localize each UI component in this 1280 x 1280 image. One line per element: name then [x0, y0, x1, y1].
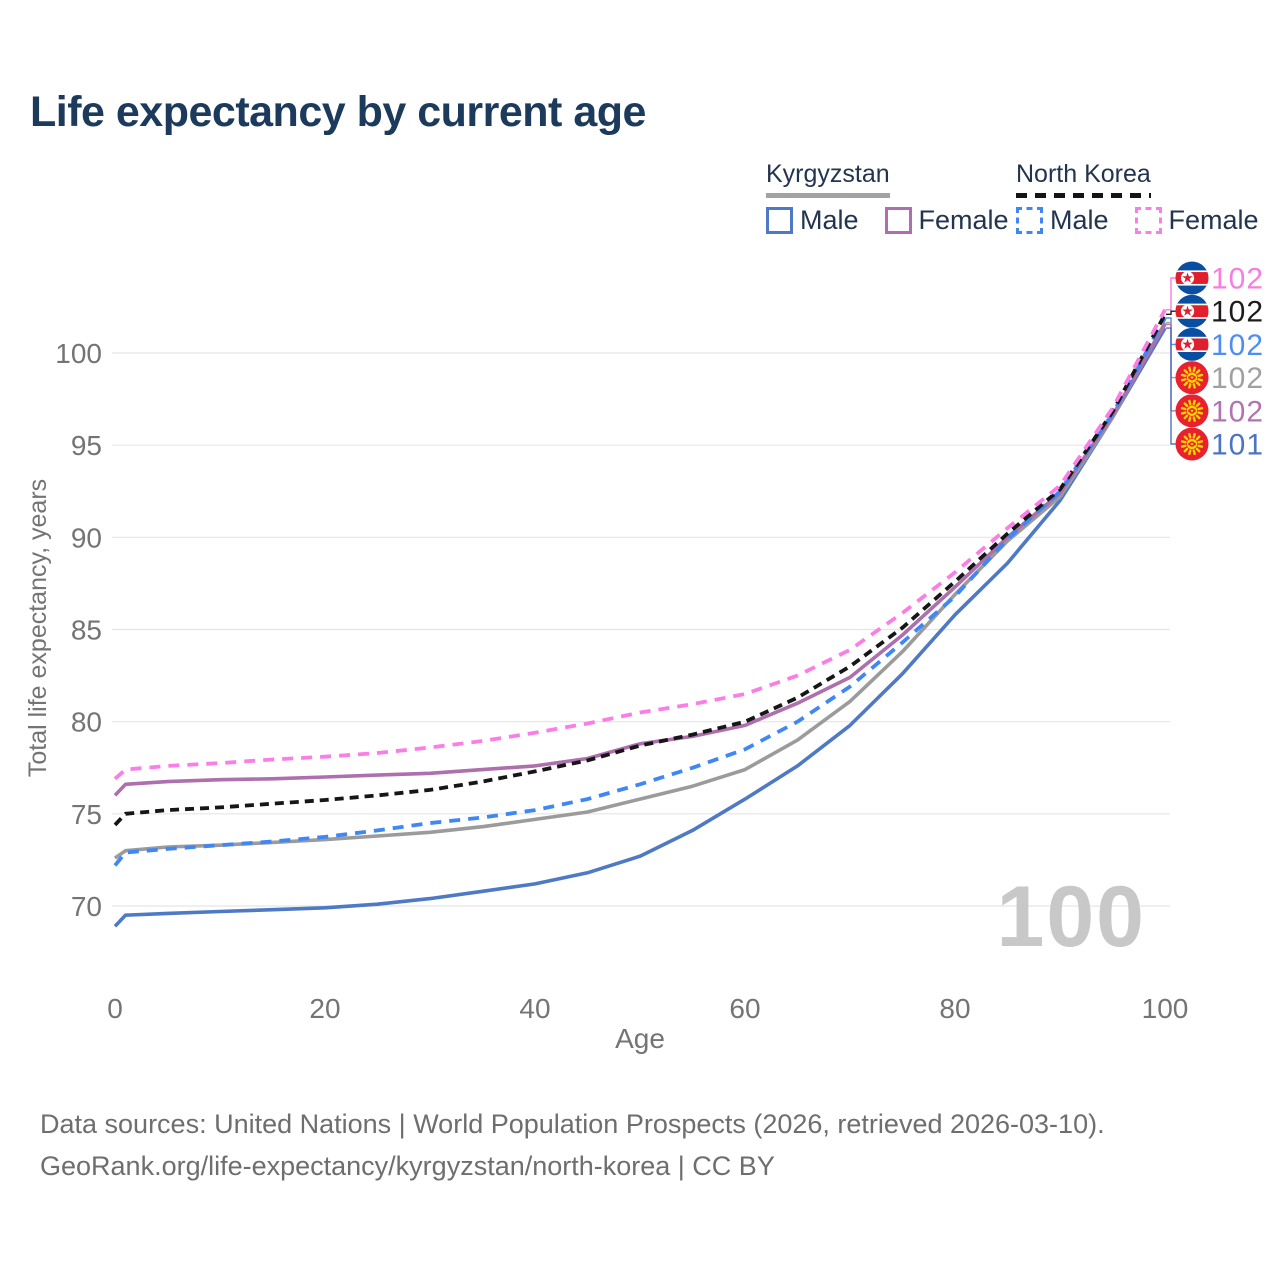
y-tick-label: 70: [71, 891, 102, 922]
legend-underline-kyrgyzstan: [766, 193, 890, 198]
legend-item-label: Male: [1050, 205, 1109, 235]
series-line-nk-male[interactable]: [113, 317, 1167, 867]
x-tick-label: 80: [939, 993, 970, 1024]
x-axis-ticks: 0 20 40 60 80 100: [107, 993, 1188, 1024]
series-line-nk-total[interactable]: [113, 313, 1167, 827]
north-korea-female-swatch: [1134, 207, 1162, 234]
legend-item-label: Female: [918, 205, 1009, 235]
series-line-nk-female[interactable]: [113, 308, 1167, 781]
x-tick-label: 60: [729, 993, 760, 1024]
legend-item-kyrgyzstan-female[interactable]: Female: [884, 205, 1009, 236]
page-title: Life expectancy by current age: [30, 88, 646, 136]
end-value-label: 101: [1211, 429, 1264, 462]
series-lines: [113, 308, 1167, 928]
x-tick-label: 100: [1142, 993, 1189, 1024]
flag-icon-north-korea: [1175, 294, 1209, 328]
legend-country-label-north-korea: North Korea: [1016, 160, 1151, 188]
legend-country-label-kyrgyzstan: Kyrgyzstan: [766, 160, 890, 188]
legend-item-north-korea-male[interactable]: Male: [1016, 205, 1109, 236]
end-value-label: 102: [1211, 395, 1264, 428]
end-value-label: 102: [1211, 362, 1264, 395]
attribution-text: GeoRank.org/life-expectancy/kyrgyzstan/n…: [40, 1151, 775, 1181]
gridlines: [112, 352, 1170, 907]
y-axis-label: Total life expectancy, years: [24, 479, 52, 777]
legend-group-kyrgyzstan: Kyrgyzstan Male Female: [766, 160, 1009, 236]
x-axis-label: Age: [615, 1023, 665, 1054]
x-tick-label: 0: [107, 993, 123, 1024]
flag-icon-kyrgyzstan: [1175, 427, 1209, 461]
data-sources-text: Data sources: United Nations | World Pop…: [40, 1109, 1105, 1139]
end-value-label: 102: [1211, 329, 1264, 362]
end-label-connector: [1166, 310, 1176, 315]
watermark-100: 100: [997, 869, 1147, 965]
kyrgyzstan-female-swatch: [884, 207, 912, 234]
series-line-kg-female[interactable]: [113, 323, 1167, 797]
north-korea-male-swatch: [1016, 207, 1043, 234]
legend-underline-north-korea: [1016, 193, 1151, 198]
series-line-kg-male[interactable]: [113, 327, 1167, 928]
legend-group-north-korea: North Korea Male Female: [1016, 160, 1259, 236]
legend-item-label: Female: [1168, 205, 1259, 235]
end-value-label: 102: [1211, 296, 1264, 329]
end-value-label: 102: [1211, 263, 1264, 296]
legend-item-label: Male: [800, 205, 859, 235]
flag-icon-north-korea: [1175, 261, 1209, 295]
legend-item-north-korea-female[interactable]: Female: [1134, 205, 1259, 236]
y-tick-label: 90: [71, 522, 102, 553]
footer: Data sources: United Nations | World Pop…: [40, 1103, 1105, 1187]
flag-icon-kyrgyzstan: [1175, 361, 1209, 395]
y-tick-label: 75: [71, 799, 102, 830]
y-tick-label: 85: [71, 615, 102, 646]
legend-item-kyrgyzstan-male[interactable]: Male: [766, 205, 859, 236]
flag-icon-kyrgyzstan: [1175, 394, 1209, 428]
end-label-connector: [1166, 277, 1176, 311]
y-tick-label: 80: [71, 707, 102, 738]
x-tick-label: 40: [519, 993, 550, 1024]
end-label-connector: [1166, 327, 1176, 445]
kyrgyzstan-male-swatch: [766, 207, 793, 234]
flag-icon-north-korea: [1175, 327, 1209, 361]
y-tick-label: 95: [71, 430, 102, 461]
x-tick-label: 20: [309, 993, 340, 1024]
y-axis-ticks: 70 75 80 85 90 95 100: [55, 338, 102, 922]
y-tick-label: 100: [55, 338, 102, 369]
